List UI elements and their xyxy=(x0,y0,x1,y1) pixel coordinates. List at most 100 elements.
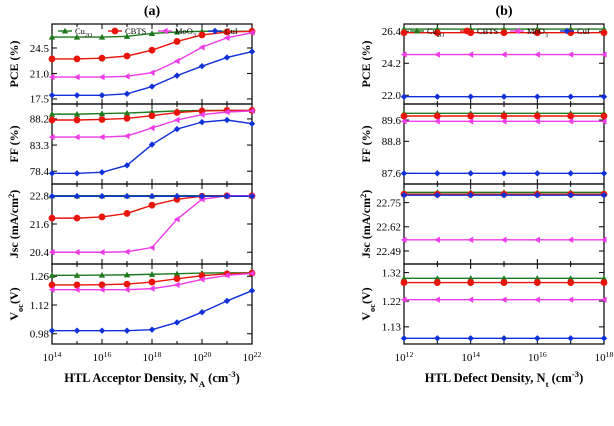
data-point xyxy=(98,92,106,99)
data-point xyxy=(567,236,574,244)
data-point xyxy=(400,236,407,244)
legend: Cu2O CBTS MoO3 CuI xyxy=(58,26,238,39)
y-tick-label: 0.98 xyxy=(30,329,50,341)
data-point xyxy=(467,51,474,58)
data-point xyxy=(98,193,106,200)
series-line xyxy=(52,32,253,78)
series-cui xyxy=(48,287,256,334)
data-point xyxy=(223,28,231,36)
data-point xyxy=(567,279,575,286)
y-tick-label: 21.6 xyxy=(30,219,50,231)
data-point xyxy=(98,133,105,141)
data-point xyxy=(173,116,180,124)
data-point xyxy=(98,281,106,289)
series-cui xyxy=(400,191,608,199)
legend-marker xyxy=(463,27,471,35)
legend-label: CBTS xyxy=(477,26,499,36)
series-cbts xyxy=(48,27,256,63)
data-point xyxy=(98,271,106,278)
data-point xyxy=(223,116,231,124)
data-point xyxy=(500,51,507,58)
y-tick-label: 1.26 xyxy=(30,271,50,283)
data-point xyxy=(173,125,181,133)
data-point xyxy=(600,191,608,199)
data-point xyxy=(123,73,130,80)
data-point xyxy=(567,170,574,177)
data-point xyxy=(434,118,440,125)
data-point xyxy=(500,170,508,177)
data-point xyxy=(533,112,541,120)
series-cui xyxy=(48,193,256,200)
data-point xyxy=(98,249,105,256)
data-point xyxy=(48,214,56,222)
y-tick-label: 22.8 xyxy=(30,191,50,203)
data-point xyxy=(400,112,408,120)
series-cbts xyxy=(400,29,608,37)
data-point xyxy=(173,57,180,65)
data-point xyxy=(223,54,231,61)
data-point xyxy=(467,191,474,199)
data-point xyxy=(48,327,56,334)
series-cu2o xyxy=(400,275,608,281)
series-cui xyxy=(400,170,608,177)
data-point xyxy=(48,33,56,40)
data-point xyxy=(73,33,81,40)
series-cbts xyxy=(400,112,608,120)
data-point xyxy=(148,141,156,148)
data-point xyxy=(148,193,156,200)
data-point xyxy=(567,112,575,120)
data-point xyxy=(173,28,181,35)
data-point xyxy=(500,335,508,342)
series-moo3 xyxy=(48,107,255,141)
data-point xyxy=(567,275,574,281)
y-tick-label: 88.2 xyxy=(30,114,49,126)
series-moo3 xyxy=(48,270,255,293)
subplot-jsc: 20.4 21.6 22.8 Jsc (mA/cm2) xyxy=(7,183,256,265)
data-point xyxy=(400,170,408,177)
data-point xyxy=(173,216,180,223)
legend-item-cui: CuI xyxy=(208,26,238,36)
y-axis-label: Jsc (mA/cm2) xyxy=(7,190,22,259)
subplot-ff: 87.6 88.8 89.6 FF (%) xyxy=(359,103,608,185)
legend-label: CuI xyxy=(577,26,590,36)
x-tick-label: 1012 xyxy=(395,350,414,365)
series-cbts xyxy=(400,279,608,286)
data-point xyxy=(500,275,508,281)
data-point xyxy=(600,118,607,125)
x-tick-label: 1020 xyxy=(193,350,212,365)
legend-marker xyxy=(413,27,421,34)
data-point xyxy=(98,54,106,62)
y-tick-label: 17.5 xyxy=(30,94,50,106)
legend-marker xyxy=(61,27,69,34)
data-point xyxy=(433,29,441,37)
data-point xyxy=(173,72,181,79)
data-point xyxy=(73,272,81,278)
data-point xyxy=(198,111,205,118)
series-cui xyxy=(400,93,608,100)
y-tick-label: 22.62 xyxy=(376,222,401,234)
series-moo3 xyxy=(400,296,607,303)
y-axis-label: PCE (%) xyxy=(7,41,21,88)
data-point xyxy=(600,112,608,120)
data-point xyxy=(148,278,156,286)
data-point xyxy=(434,191,441,199)
data-point xyxy=(248,48,256,55)
data-point xyxy=(48,272,56,278)
legend-label: MoO3 xyxy=(175,26,196,39)
data-point xyxy=(123,210,131,217)
data-point xyxy=(148,30,156,37)
data-point xyxy=(400,335,408,342)
data-point xyxy=(73,214,81,222)
data-point xyxy=(173,319,181,326)
y-tick-label: 24.2 xyxy=(382,58,401,70)
data-point xyxy=(148,124,155,132)
legend-item-moo3: MoO3 xyxy=(510,26,548,39)
data-point xyxy=(600,93,608,100)
data-point xyxy=(600,279,608,286)
data-point xyxy=(567,51,574,58)
data-point xyxy=(534,236,540,244)
data-point xyxy=(48,92,56,99)
data-point xyxy=(48,281,56,289)
